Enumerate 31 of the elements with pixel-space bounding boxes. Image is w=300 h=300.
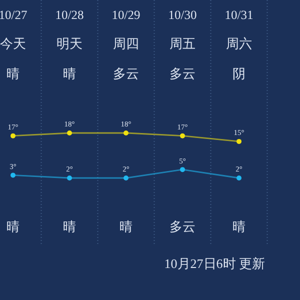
text: 阴 <box>232 66 246 81</box>
x-tick-label: 10/30 <box>168 8 197 22</box>
text: 周五 <box>170 36 196 51</box>
x-tick-label: 10/31 <box>224 8 254 22</box>
x-tick-label: 10/29 <box>112 8 140 22</box>
point <box>67 130 72 136</box>
text: 多云 <box>113 66 139 81</box>
point <box>67 176 72 180</box>
text: 周四 <box>113 36 139 51</box>
point <box>10 133 16 138</box>
text: 多云 <box>170 66 196 81</box>
text: 晴 <box>232 218 246 234</box>
text: 10月27日6时 更新 <box>164 256 265 271</box>
point <box>236 176 242 180</box>
point <box>124 130 128 136</box>
text: 晴 <box>63 218 76 234</box>
x-tick-label: 10/28 <box>55 8 84 22</box>
text: 晴 <box>63 66 76 81</box>
point <box>180 167 185 172</box>
point <box>236 138 242 144</box>
x-tick-label: 10/27 <box>0 8 28 22</box>
point <box>10 172 16 178</box>
text: 明天 <box>56 36 82 51</box>
text: 晴 <box>6 218 20 234</box>
text: 周六 <box>226 36 252 51</box>
text: 晴 <box>6 66 20 81</box>
text: 多云 <box>170 218 196 234</box>
text: 晴 <box>120 218 132 234</box>
point <box>180 133 185 138</box>
text: 今天 <box>0 36 26 51</box>
point <box>124 176 128 180</box>
